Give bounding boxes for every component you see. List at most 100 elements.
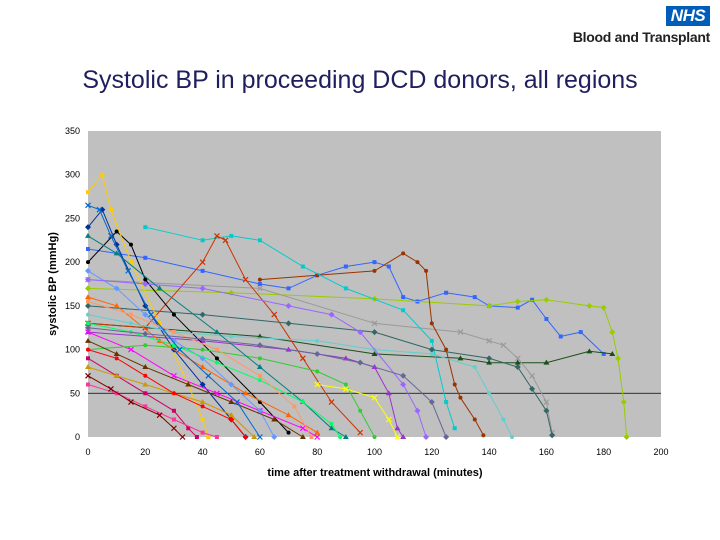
data-point bbox=[128, 260, 133, 265]
series-26 bbox=[86, 299, 314, 439]
data-point bbox=[400, 372, 407, 379]
data-point bbox=[256, 333, 263, 339]
y-axis: 0 50 100 150 200 250 300 350 bbox=[65, 126, 80, 442]
data-point bbox=[85, 364, 91, 370]
data-point bbox=[86, 312, 90, 317]
data-point bbox=[343, 264, 348, 269]
data-point bbox=[472, 417, 477, 422]
series-25 bbox=[86, 321, 343, 439]
data-point bbox=[128, 346, 134, 353]
data-point bbox=[549, 432, 556, 439]
data-point bbox=[143, 373, 148, 378]
series-19 bbox=[314, 381, 401, 440]
series-18 bbox=[85, 337, 306, 439]
data-point bbox=[156, 285, 163, 291]
data-point bbox=[108, 207, 113, 212]
x-tick-label: 200 bbox=[653, 447, 668, 457]
data-point bbox=[444, 400, 449, 405]
data-point bbox=[343, 286, 348, 291]
x-tick-label: 60 bbox=[255, 447, 265, 457]
data-point bbox=[142, 330, 149, 337]
data-point bbox=[529, 385, 536, 392]
data-point bbox=[400, 434, 407, 439]
data-point bbox=[242, 390, 249, 396]
data-point bbox=[85, 372, 91, 379]
x-axis: 0 20 40 60 80 100 120 140 160 180 200 bbox=[85, 447, 668, 457]
data-point bbox=[113, 285, 120, 292]
data-point bbox=[229, 334, 234, 339]
data-point bbox=[143, 404, 148, 409]
series-line bbox=[87, 248, 605, 355]
series-layer bbox=[85, 172, 630, 440]
data-point bbox=[514, 355, 521, 362]
data-point bbox=[257, 356, 262, 361]
data-point bbox=[300, 400, 305, 405]
data-point bbox=[458, 395, 463, 400]
data-point bbox=[385, 390, 392, 396]
data-point bbox=[620, 399, 627, 406]
series-line bbox=[87, 287, 628, 438]
y-tick-label: 100 bbox=[65, 345, 80, 355]
y-tick-label: 300 bbox=[65, 170, 80, 180]
x-tick-label: 20 bbox=[140, 447, 150, 457]
data-point bbox=[179, 434, 186, 440]
slide-title: Systolic BP in proceeding DCD donors, al… bbox=[82, 66, 638, 94]
data-point bbox=[186, 426, 191, 431]
series-30 bbox=[86, 347, 248, 439]
data-point bbox=[586, 302, 593, 309]
data-point bbox=[285, 412, 292, 418]
series-line bbox=[145, 226, 456, 429]
data-point bbox=[415, 260, 420, 265]
data-point bbox=[214, 356, 219, 361]
data-point bbox=[229, 233, 234, 238]
data-point bbox=[609, 350, 616, 356]
data-point bbox=[256, 407, 263, 414]
data-point bbox=[100, 172, 105, 177]
data-point bbox=[309, 435, 314, 439]
data-point bbox=[328, 311, 335, 318]
data-point bbox=[128, 399, 134, 405]
series-14 bbox=[85, 329, 321, 440]
data-point bbox=[428, 399, 435, 406]
data-point bbox=[256, 364, 263, 370]
data-point bbox=[228, 412, 235, 418]
data-point bbox=[113, 350, 120, 356]
data-point bbox=[86, 260, 90, 265]
y-tick-label: 200 bbox=[65, 257, 80, 267]
data-point bbox=[199, 336, 206, 343]
y-axis-title: systolic BP (mmHg) bbox=[47, 232, 59, 336]
data-point bbox=[271, 416, 278, 422]
data-point bbox=[314, 434, 321, 440]
data-point bbox=[200, 238, 205, 243]
data-point bbox=[515, 305, 520, 310]
data-point bbox=[487, 391, 492, 396]
data-point bbox=[424, 268, 429, 273]
data-point bbox=[385, 416, 392, 423]
series-line bbox=[87, 230, 289, 433]
data-point bbox=[423, 434, 430, 440]
data-point bbox=[171, 425, 177, 432]
data-point bbox=[107, 232, 114, 239]
data-point bbox=[200, 404, 205, 409]
y-tick-label: 350 bbox=[65, 126, 80, 136]
data-point bbox=[142, 364, 149, 370]
data-point bbox=[271, 311, 278, 318]
data-point bbox=[371, 394, 378, 401]
data-point bbox=[486, 359, 493, 365]
data-point bbox=[543, 359, 550, 365]
data-point bbox=[486, 302, 493, 309]
data-point bbox=[228, 399, 235, 405]
data-point bbox=[142, 311, 149, 318]
data-point bbox=[457, 355, 464, 361]
data-point bbox=[285, 302, 292, 309]
series-line bbox=[259, 252, 484, 436]
data-point bbox=[205, 372, 212, 379]
data-point bbox=[543, 399, 550, 405]
series-17 bbox=[85, 267, 278, 440]
data-point bbox=[429, 321, 434, 326]
series-9 bbox=[85, 232, 364, 436]
series-line bbox=[87, 344, 375, 438]
data-point bbox=[128, 321, 133, 326]
data-point bbox=[292, 404, 297, 409]
